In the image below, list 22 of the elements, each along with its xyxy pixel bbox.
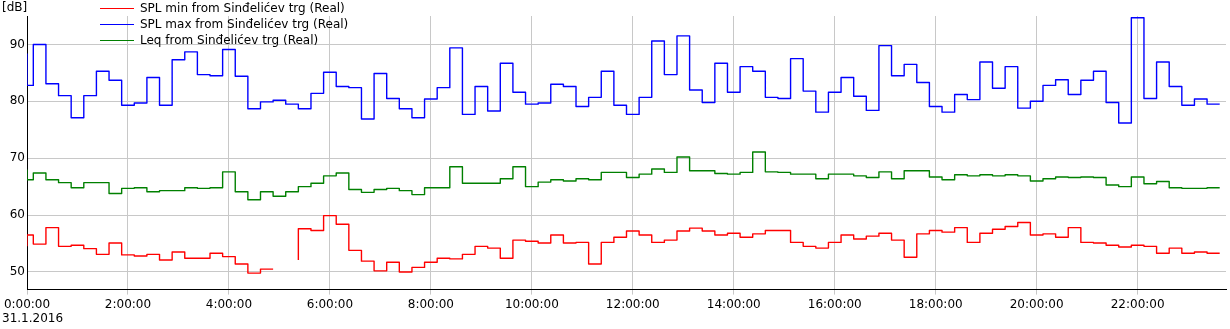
x-tick-label: 6:00:00: [306, 296, 354, 311]
legend-label: SPL min from Sinđelićev trg (Real): [140, 1, 345, 15]
x-tick-label: 14:00:00: [706, 296, 761, 311]
x-tick-label: 2:00:00: [104, 296, 152, 311]
y-tick-label: 80: [9, 93, 25, 108]
x-tick-label: 20:00:00: [1009, 296, 1064, 311]
x-tick-label: 18:00:00: [908, 296, 963, 311]
x-tick-label: 12:00:00: [605, 296, 660, 311]
y-tick-label: 50: [9, 264, 25, 279]
x-tick-label: 4:00:00: [205, 296, 253, 311]
y-axis-title: [dB]: [2, 0, 28, 15]
x-tick-label: 16:00:00: [807, 296, 862, 311]
legend-label: Leq from Sinđelićev trg (Real): [140, 33, 319, 47]
text: 31.1.2016: [2, 311, 64, 326]
y-tick-label: 70: [9, 150, 25, 165]
legend-label: SPL max from Sinđelićev trg (Real): [140, 17, 349, 31]
x-tick-label: 8:00:00: [407, 296, 455, 311]
x-tick-label: 10:00:00: [504, 296, 559, 311]
y-tick-label: 90: [9, 36, 25, 51]
x-tick-label: 0:00:00: [3, 296, 51, 311]
y-tick-label: 60: [9, 207, 25, 222]
x-tick-label: 22:00:00: [1110, 296, 1165, 311]
